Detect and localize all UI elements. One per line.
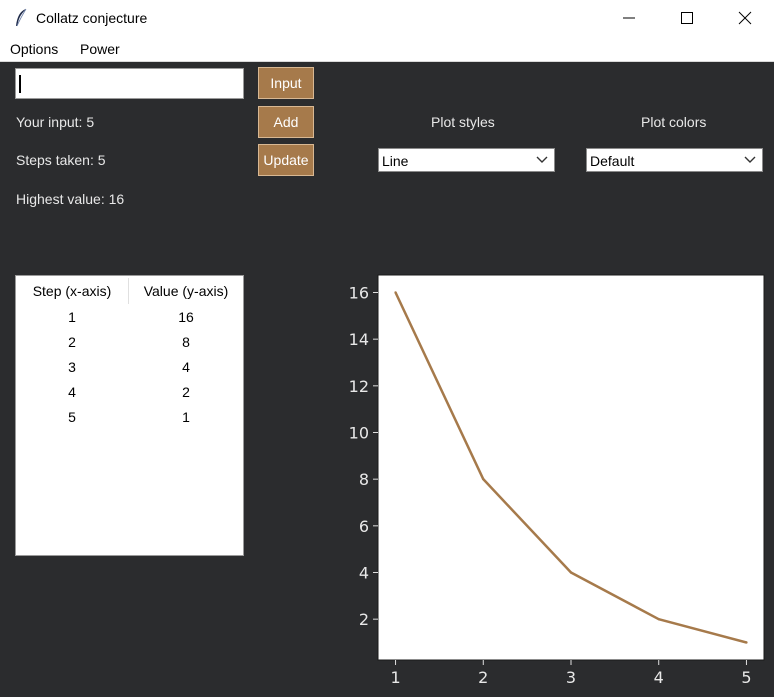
data-point <box>657 617 660 621</box>
plot-colors-label: Plot colors <box>641 114 707 130</box>
cell-value: 1 <box>182 409 190 425</box>
number-input[interactable] <box>15 68 244 99</box>
column-header-step[interactable]: Step (x-axis) <box>32 283 112 299</box>
data-point <box>745 641 748 644</box>
window-title: Collatz conjecture <box>36 10 148 26</box>
maximize-button[interactable] <box>658 0 716 36</box>
title-bar: Collatz conjecture <box>0 0 774 36</box>
close-icon <box>738 11 752 25</box>
table-row[interactable]: 2 8 <box>16 334 243 359</box>
plot-styles-label: Plot styles <box>431 114 495 130</box>
chevron-down-icon <box>536 156 548 163</box>
cell-step: 1 <box>68 309 76 325</box>
menu-bar: Options Power <box>0 36 774 62</box>
update-button[interactable]: Update <box>258 144 314 176</box>
plot-styles-value: Line <box>382 153 409 169</box>
y-tick-label: 16 <box>349 284 369 303</box>
input-button[interactable]: Input <box>258 67 314 99</box>
data-point <box>482 477 485 481</box>
y-tick-label: 6 <box>359 517 369 536</box>
y-tick-label: 12 <box>349 377 369 396</box>
x-tick-label: 5 <box>741 668 751 687</box>
column-header-value[interactable]: Value (y-axis) <box>143 283 229 299</box>
cell-step: 3 <box>68 359 76 375</box>
cell-value: 8 <box>182 334 190 350</box>
add-button[interactable]: Add <box>258 106 314 138</box>
feather-icon <box>16 8 27 27</box>
x-tick-label: 3 <box>566 668 576 687</box>
text-caret <box>19 75 21 93</box>
cell-step: 2 <box>68 334 76 350</box>
plot-colors-value: Default <box>590 153 635 169</box>
cell-value: 16 <box>178 309 194 325</box>
y-tick-label: 2 <box>359 610 369 629</box>
minimize-button[interactable] <box>600 0 658 36</box>
data-point <box>569 571 573 574</box>
menu-power[interactable]: Power <box>80 41 120 57</box>
steps-table[interactable]: Step (x-axis) Value (y-axis) 1 16 2 8 3 … <box>15 275 244 556</box>
cell-value: 4 <box>182 359 190 375</box>
plot-area <box>377 274 765 661</box>
steps-taken-label: Steps taken: 5 <box>16 152 106 168</box>
y-tick-label: 10 <box>349 424 369 443</box>
plot-colors-select[interactable]: Default <box>586 148 763 172</box>
column-divider <box>128 278 129 304</box>
close-button[interactable] <box>716 0 774 36</box>
table-row[interactable]: 1 16 <box>16 309 243 334</box>
cell-step: 5 <box>68 409 76 425</box>
plot-styles-select[interactable]: Line <box>378 148 555 172</box>
cell-step: 4 <box>68 384 76 400</box>
x-tick-label: 4 <box>654 668 664 687</box>
highest-value-label: Highest value: 16 <box>16 191 125 207</box>
data-point <box>394 291 397 294</box>
table-row[interactable]: 4 2 <box>16 384 243 409</box>
x-tick-label: 1 <box>390 668 400 687</box>
y-tick-label: 8 <box>359 470 369 489</box>
table-row[interactable]: 5 1 <box>16 409 243 434</box>
chevron-down-icon <box>744 156 756 163</box>
minimize-icon <box>623 17 635 19</box>
menu-options[interactable]: Options <box>10 41 59 57</box>
your-input-label: Your input: 5 <box>16 114 95 130</box>
cell-value: 2 <box>182 384 190 400</box>
y-tick-label: 4 <box>359 564 369 583</box>
y-tick-label: 14 <box>349 330 369 349</box>
x-tick-label: 2 <box>478 668 488 687</box>
maximize-icon <box>681 12 693 24</box>
table-row[interactable]: 3 4 <box>16 359 243 384</box>
